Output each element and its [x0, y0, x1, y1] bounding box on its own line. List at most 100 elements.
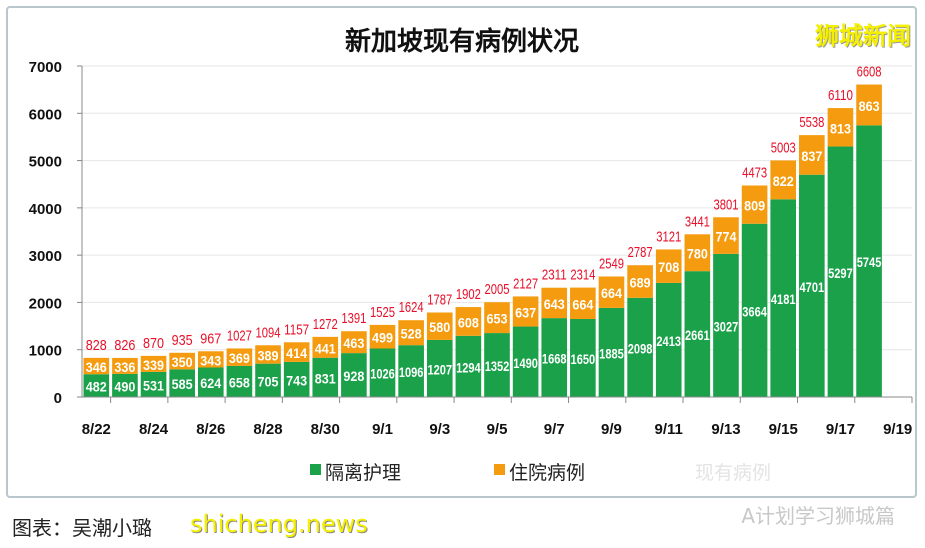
- bar-isolation: [713, 253, 739, 397]
- bar-value-label: 780: [687, 246, 708, 262]
- bar-value-label: 4701: [800, 279, 825, 295]
- bar-value-label: 3664: [742, 303, 767, 319]
- bar-value-label: 928: [343, 368, 364, 384]
- bar-hospital: [398, 320, 424, 346]
- bar-value-label: 369: [229, 350, 250, 366]
- x-tick-label: 9/5: [487, 421, 508, 438]
- bar-value-label: 5745: [857, 254, 882, 270]
- x-tick-label: 9/7: [544, 421, 565, 438]
- bar-isolation: [512, 326, 539, 397]
- total-label: 967: [200, 330, 221, 347]
- bar-hospital: [312, 336, 339, 358]
- chart-title: 新加坡现有病例状况: [345, 26, 579, 57]
- bar-isolation: [570, 318, 596, 397]
- bar-value-label: 1026: [370, 366, 395, 382]
- bar-value-label: 4181: [771, 291, 796, 307]
- bar-isolation: [684, 271, 711, 397]
- bar-value-label: 822: [773, 173, 794, 189]
- bar-value-label: 1668: [542, 351, 567, 367]
- total-label: 1902: [456, 286, 481, 303]
- legend-swatch: [310, 464, 321, 475]
- total-label: 870: [143, 335, 164, 352]
- bar-hospital: [799, 135, 825, 175]
- bar-isolation: [169, 369, 195, 397]
- bar-isolation: [770, 199, 797, 397]
- bar-hospital: [570, 287, 596, 319]
- bar-isolation: [283, 361, 310, 397]
- chart-frame: [6, 6, 917, 498]
- bar-value-label: 664: [601, 285, 622, 301]
- watermark-site: shicheng.news: [190, 510, 368, 538]
- bar-isolation: [255, 363, 281, 397]
- bar-hospital: [627, 265, 653, 298]
- bar-isolation: [426, 339, 453, 397]
- bar-value-label: 5297: [828, 265, 853, 281]
- bar-value-label: 637: [515, 304, 536, 320]
- total-label: 2314: [570, 267, 595, 284]
- total-label: 4473: [742, 164, 767, 181]
- bar-hospital: [512, 296, 539, 327]
- bar-hospital: [713, 217, 739, 254]
- total-label: 1027: [227, 327, 252, 344]
- total-label: 1525: [370, 304, 395, 321]
- total-label: 935: [172, 332, 193, 349]
- bar-value-label: 863: [859, 98, 880, 114]
- bar-isolation: [226, 365, 253, 397]
- bar-value-label: 743: [286, 372, 307, 388]
- x-tick-label: 9/19: [883, 421, 912, 438]
- y-tick-label: 3000: [29, 248, 62, 265]
- bar-isolation: [598, 307, 625, 397]
- bar-value-label: 689: [630, 275, 651, 291]
- bar-value-label: 585: [172, 376, 193, 392]
- total-label: 826: [114, 337, 135, 354]
- total-label: 828: [86, 337, 107, 354]
- bar-value-label: 1490: [513, 355, 538, 371]
- total-label: 6608: [857, 64, 882, 81]
- total-label: 1272: [313, 316, 338, 333]
- bar-isolation: [197, 367, 224, 397]
- bar-hospital: [741, 185, 768, 224]
- bar-hospital: [226, 348, 253, 366]
- y-tick-label: 1000: [29, 343, 62, 360]
- bar-value-label: 463: [343, 335, 364, 351]
- x-tick-label: 9/1: [372, 421, 393, 438]
- bar-hospital: [112, 357, 138, 374]
- bar-value-label: 653: [487, 311, 508, 327]
- logo: 狮城新闻: [815, 22, 911, 50]
- x-tick-label: 8/28: [253, 421, 282, 438]
- bar-isolation: [799, 174, 825, 397]
- bar-value-label: 3027: [714, 318, 739, 334]
- bar-value-label: 580: [429, 319, 450, 335]
- bar-value-label: 346: [86, 359, 107, 375]
- bar-hospital: [283, 342, 310, 362]
- total-label: 1787: [427, 292, 452, 309]
- bar-isolation: [112, 373, 138, 397]
- bar-isolation: [341, 353, 367, 397]
- x-tick-label: 8/26: [196, 421, 225, 438]
- bar-value-label: 705: [258, 373, 279, 389]
- bar-isolation: [741, 223, 768, 397]
- bar-value-label: 809: [744, 198, 765, 214]
- x-tick-label: 8/30: [311, 421, 340, 438]
- bar-value-label: 708: [658, 259, 679, 275]
- bar-isolation: [455, 335, 482, 397]
- bar-isolation: [484, 333, 510, 397]
- total-label: 1624: [399, 299, 424, 316]
- bar-value-label: 1294: [456, 359, 481, 375]
- bar-value-label: 339: [143, 357, 164, 373]
- bar-isolation: [398, 345, 424, 397]
- bar-hospital: [598, 276, 625, 308]
- bar-value-label: 343: [200, 352, 221, 368]
- x-tick-label: 8/24: [139, 421, 169, 438]
- bar-value-label: 1096: [399, 364, 424, 380]
- bar-hospital: [856, 84, 882, 126]
- bar-isolation: [312, 357, 339, 397]
- bar-hospital: [541, 287, 568, 319]
- bar-hospital: [770, 160, 797, 200]
- legend-label-0: 隔离护理: [325, 462, 401, 484]
- x-tick-label: 9/17: [826, 421, 855, 438]
- total-label: 2127: [513, 275, 538, 292]
- bar-value-label: 608: [458, 314, 479, 330]
- total-label: 1157: [284, 321, 309, 338]
